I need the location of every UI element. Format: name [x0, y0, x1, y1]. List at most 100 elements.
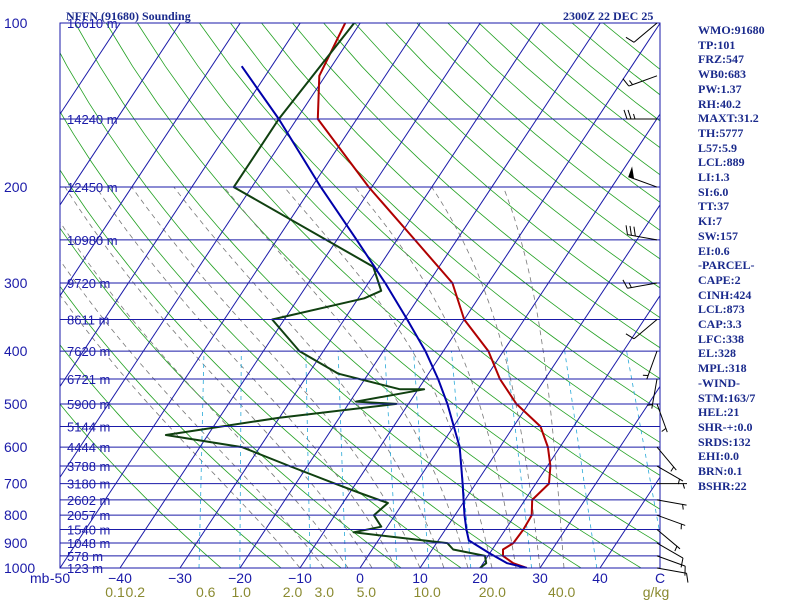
index-item: FRZ:547 [698, 52, 744, 67]
wind-barb [628, 166, 658, 188]
dry-adiabat [60, 344, 282, 568]
dry-adiabat [354, 23, 660, 289]
wind-barb-staff [627, 282, 658, 289]
height-label: 123 m [67, 561, 103, 576]
height-label: 5144 m [67, 419, 110, 434]
pressure-tick-label: 300 [4, 275, 28, 291]
height-label: 12450 m [67, 180, 118, 195]
wind-barb [656, 465, 684, 485]
height-label: 1540 m [67, 523, 110, 538]
mixing-ratio-label: 2.0 [283, 584, 303, 600]
wind-barb-halfflag [677, 478, 681, 485]
moist-adiabat [431, 186, 541, 568]
dry-adiabat [323, 23, 660, 319]
wind-barb [657, 483, 687, 489]
wind-barb [656, 446, 677, 472]
index-item: SI:6.0 [698, 184, 729, 199]
moist-adiabat [60, 294, 301, 568]
mixing-ratio-label: 5.0 [357, 584, 377, 600]
index-item: SW:157 [698, 228, 739, 243]
index-item: BRN:0.1 [698, 464, 743, 479]
isotherm [119, 23, 481, 568]
wind-barb-staff [656, 403, 668, 433]
index-item: WB0:683 [698, 67, 746, 82]
isotherm [60, 23, 361, 479]
pressure-tick-label: 800 [4, 507, 28, 523]
dry-adiabats [60, 23, 660, 568]
index-item: TH:5777 [698, 125, 744, 140]
height-label: 1048 m [67, 536, 110, 551]
station-title: NFFN (91680) Sounding [66, 9, 191, 23]
dry-adiabat [385, 23, 660, 260]
moist-adiabat [131, 186, 421, 568]
wind-barb-staff [656, 514, 686, 526]
wind-barbs [622, 22, 689, 583]
wind-barb-staff [656, 465, 684, 482]
wind-barb-flag [623, 109, 628, 120]
index-item: LI:1.3 [698, 170, 730, 185]
moist-adiabat [503, 186, 565, 568]
index-item: EI:0.6 [698, 243, 730, 258]
height-label: 10980 m [67, 233, 118, 248]
mixing-ratio-line [337, 351, 347, 568]
index-item: MAXT:31.2 [698, 111, 759, 126]
isotherm [239, 23, 601, 568]
wind-barb-halfflag [670, 466, 675, 472]
wind-barb-staff [656, 529, 681, 550]
index-item: LCL:873 [698, 302, 745, 317]
moist-adiabat [354, 186, 517, 568]
index-item: SHR-+:0.0 [698, 419, 753, 434]
temperature-tick-label: 20 [472, 570, 488, 586]
wind-barb [623, 109, 657, 120]
wind-barb [642, 350, 658, 380]
temperature-tick-label: −10 [288, 570, 312, 586]
height-label: 7620 m [67, 344, 110, 359]
height-label: 14240 m [67, 112, 118, 127]
wind-barb [622, 75, 658, 87]
wind-barb-halfflag [674, 546, 678, 552]
pressure-tick-label: 1000 [4, 560, 35, 576]
wind-barb-halfflag [629, 80, 633, 86]
isotherm [60, 23, 301, 388]
wind-barb [656, 542, 684, 568]
index-item: LCL:889 [698, 155, 745, 170]
isotherm [359, 113, 660, 568]
wind-barb-flag [622, 78, 630, 87]
index-item: EHI:0.0 [698, 449, 740, 464]
isotherms [60, 23, 660, 568]
profiles [164, 23, 552, 568]
pressure-tick-label: 900 [4, 535, 28, 551]
wind-barb [656, 514, 686, 530]
wind-barb-halfflag [628, 282, 632, 288]
wind-barb [622, 279, 658, 289]
plot-frame [59, 22, 661, 569]
wind-barb-halfflag [682, 504, 684, 510]
index-item: CAP:3.3 [698, 317, 742, 332]
wind-barb-staff [656, 542, 684, 559]
wind-barb-staff [656, 499, 687, 506]
pressure-tick-label: 100 [4, 15, 28, 31]
height-label: 3180 m [67, 477, 110, 492]
moist-adiabat [60, 259, 325, 568]
wind-barb [625, 225, 658, 241]
wind-barb-staff [628, 75, 658, 87]
plot-area [60, 23, 660, 568]
wind-barb-staff [656, 555, 686, 567]
index-item: HEL:21 [698, 405, 740, 420]
height-label: 6721 m [67, 372, 110, 387]
index-item: TT:37 [698, 199, 730, 214]
mixing-ratio-label: 1.0 [231, 584, 251, 600]
index-item: -PARCEL- [698, 258, 755, 273]
temperature-tick-label: 30 [532, 570, 548, 586]
wind-barb [656, 403, 668, 433]
profile-temperature [316, 23, 552, 568]
wind-barb-flag [627, 109, 632, 120]
isotherm [299, 23, 660, 568]
mixing-ratio-label: 10.0 [413, 584, 440, 600]
isotherm [479, 294, 660, 568]
dry-adiabat [167, 23, 660, 476]
height-label: 2057 m [67, 508, 110, 523]
height-label: 5900 m [67, 397, 110, 412]
wind-barb [656, 499, 687, 510]
wind-barb-flag [680, 557, 684, 568]
